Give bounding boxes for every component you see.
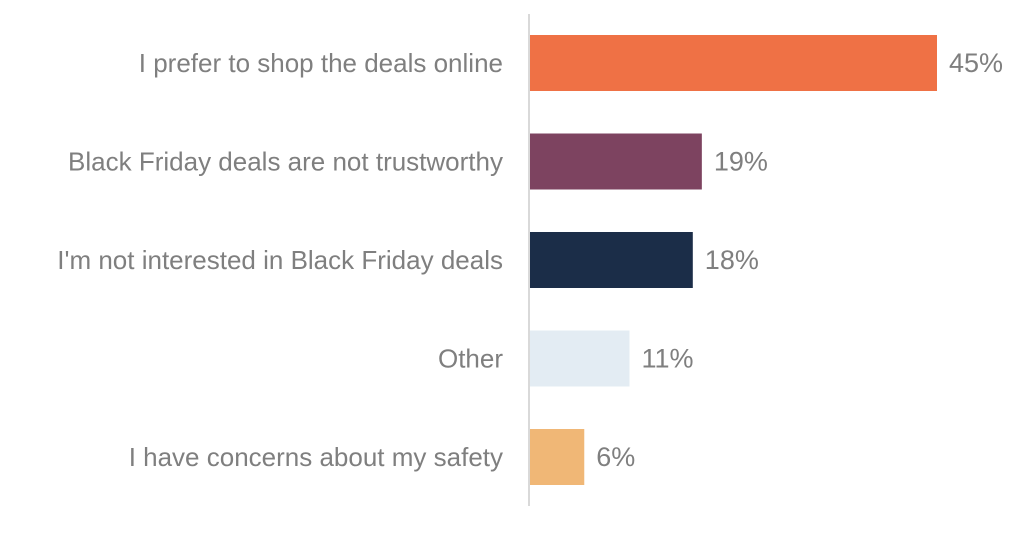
category-label-5: I have concerns about my safety (129, 442, 503, 472)
category-label-2: Black Friday deals are not trustworthy (68, 147, 503, 177)
category-label-3: I'm not interested in Black Friday deals (57, 245, 503, 275)
value-label-2: 19% (714, 147, 768, 177)
value-label-5: 6% (596, 442, 635, 472)
bar-3 (530, 232, 693, 288)
bar-4 (530, 330, 630, 387)
value-label-1: 45% (949, 48, 1003, 78)
bar-2 (530, 133, 702, 190)
bar-1 (530, 35, 937, 91)
category-label-4: Other (438, 344, 503, 374)
category-label-1: I prefer to shop the deals online (139, 48, 503, 78)
bar-5 (530, 429, 585, 485)
value-label-4: 11% (641, 344, 693, 374)
value-label-3: 18% (705, 245, 759, 275)
